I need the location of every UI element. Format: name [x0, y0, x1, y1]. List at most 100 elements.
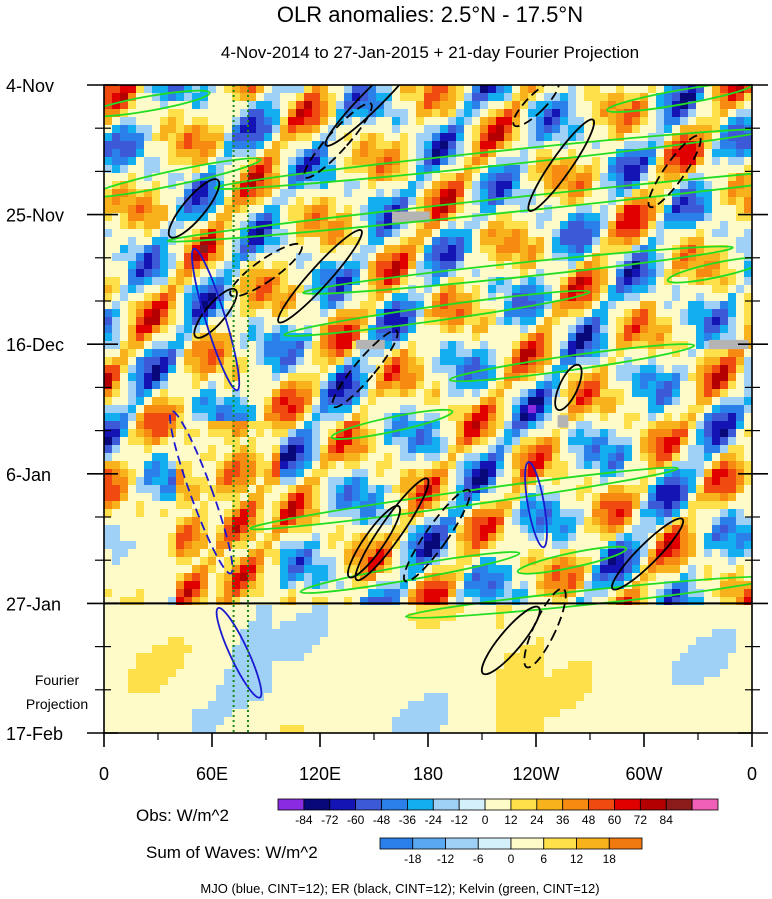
field-cell: [696, 317, 704, 325]
field-cell: [712, 645, 720, 653]
field-cell: [736, 109, 744, 117]
field-cell: [392, 597, 400, 605]
field-cell: [720, 477, 728, 485]
field-cell: [464, 245, 472, 253]
field-cell: [304, 445, 312, 453]
field-cell: [456, 277, 464, 285]
field-cell: [744, 301, 752, 309]
field-cell: [240, 445, 248, 453]
field-cell: [456, 381, 464, 389]
field-cell: [128, 253, 136, 261]
field-cell: [344, 189, 352, 197]
field-cell: [448, 269, 456, 277]
field-cell: [264, 181, 272, 189]
field-cell: [544, 325, 552, 333]
field-cell: [560, 573, 568, 581]
field-cell: [440, 445, 448, 453]
field-cell: [192, 485, 200, 493]
field-cell: [384, 461, 392, 469]
field-cell: [656, 541, 664, 549]
field-cell: [336, 349, 344, 357]
field-cell: [152, 373, 160, 381]
field-cell: [488, 517, 496, 525]
field-cell: [664, 389, 672, 397]
field-cell: [520, 525, 528, 533]
field-cell: [376, 141, 384, 149]
field-cell: [288, 421, 296, 429]
field-cell: [704, 373, 712, 381]
field-cell: [456, 533, 464, 541]
field-cell: [736, 85, 744, 93]
field-cell: [248, 669, 256, 677]
field-cell: [496, 445, 504, 453]
field-cell: [216, 229, 224, 237]
field-cell: [416, 85, 424, 93]
field-cell: [600, 309, 608, 317]
field-cell: [496, 141, 504, 149]
field-cell: [480, 381, 488, 389]
field-cell: [200, 389, 208, 397]
field-cell: [704, 429, 712, 437]
field-cell: [592, 453, 600, 461]
field-cell: [240, 293, 248, 301]
field-cell: [472, 365, 480, 373]
field-cell: [488, 293, 496, 301]
field-cell: [280, 437, 288, 445]
field-cell: [480, 125, 488, 133]
field-cell: [656, 141, 664, 149]
field-cell: [568, 701, 576, 709]
field-cell: [688, 245, 696, 253]
field-cell: [240, 533, 248, 541]
field-cell: [720, 277, 728, 285]
field-cell: [240, 461, 248, 469]
field-cell: [448, 93, 456, 101]
field-cell: [584, 421, 592, 429]
field-cell: [536, 125, 544, 133]
field-cell: [616, 229, 624, 237]
colorbar-level-label: 6: [540, 852, 547, 866]
field-cell: [408, 197, 416, 205]
field-cell: [648, 205, 656, 213]
field-cell: [552, 373, 560, 381]
field-cell: [664, 413, 672, 421]
field-cell: [552, 245, 560, 253]
field-cell: [352, 421, 360, 429]
field-cell: [144, 477, 152, 485]
field-cell: [168, 301, 176, 309]
field-cell: [360, 405, 368, 413]
field-cell: [136, 685, 144, 693]
field-cell: [640, 149, 648, 157]
field-cell: [184, 357, 192, 365]
field-cell: [400, 565, 408, 573]
field-cell: [208, 237, 216, 245]
field-cell: [176, 341, 184, 349]
field-cell: [680, 157, 688, 165]
field-cell: [200, 261, 208, 269]
field-cell: [200, 709, 208, 717]
field-cell: [544, 357, 552, 365]
field-cell: [384, 317, 392, 325]
field-cell: [464, 581, 472, 589]
field-cell: [128, 541, 136, 549]
field-cell: [240, 285, 248, 293]
field-cell: [576, 573, 584, 581]
field-cell: [208, 205, 216, 213]
field-cell: [224, 405, 232, 413]
field-cell: [544, 397, 552, 405]
field-cell: [360, 453, 368, 461]
field-cell: [296, 405, 304, 413]
field-cell: [184, 349, 192, 357]
field-cell: [376, 373, 384, 381]
field-cell: [344, 541, 352, 549]
field-cell: [432, 189, 440, 197]
field-cell: [192, 717, 200, 725]
field-cell: [424, 157, 432, 165]
field-cell: [120, 469, 128, 477]
field-cell: [328, 565, 336, 573]
field-cell: [272, 341, 280, 349]
field-cell: [104, 389, 112, 397]
missing-data-patch: [708, 339, 749, 350]
field-cell: [208, 445, 216, 453]
field-cell: [360, 133, 368, 141]
field-cell: [536, 501, 544, 509]
